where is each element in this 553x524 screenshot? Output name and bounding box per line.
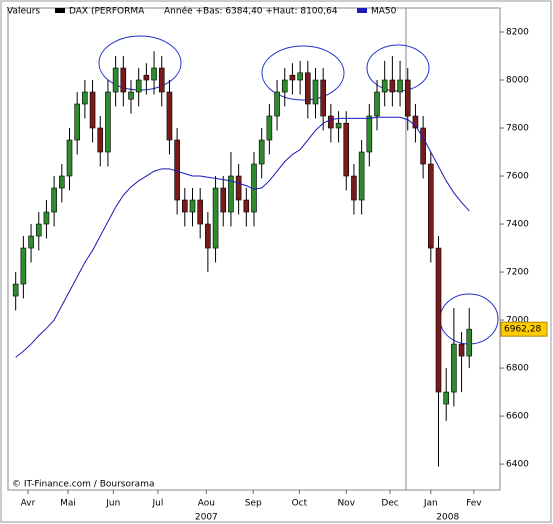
x-tick-label: Mai xyxy=(60,499,76,509)
candle-body xyxy=(297,72,303,81)
last-price-box xyxy=(500,321,548,337)
candle-body xyxy=(374,91,380,117)
candle-body xyxy=(412,115,419,129)
candle-body xyxy=(335,122,342,129)
candle-body xyxy=(266,115,273,141)
y-tick-label: 7200 xyxy=(506,268,529,278)
y-tick-label: 7800 xyxy=(506,124,529,134)
candle-body xyxy=(397,79,403,93)
candle-body xyxy=(389,79,396,93)
legend-swatch xyxy=(55,8,65,13)
y-tick-label: 7600 xyxy=(506,172,529,182)
candle-body xyxy=(420,127,426,165)
legend-label: DAX (PERFORMA xyxy=(69,7,145,17)
candle-body xyxy=(51,187,57,213)
candle-body xyxy=(166,91,173,141)
candle-body xyxy=(351,175,357,201)
candle-body xyxy=(212,187,219,249)
candle-body xyxy=(28,235,34,249)
candle-body xyxy=(243,199,250,213)
candle-body xyxy=(174,139,180,201)
candle-body xyxy=(274,91,280,117)
annotation-circle xyxy=(261,45,345,101)
candle-body xyxy=(366,115,373,153)
x-tick-label: Aou xyxy=(198,499,215,509)
y-tick-label: 7000 xyxy=(506,316,529,326)
last-price-label: 6962,28 xyxy=(504,325,541,335)
x-tick-label: Dec xyxy=(381,499,398,509)
x-tick-label: Sep xyxy=(245,499,262,509)
candle-body xyxy=(112,67,119,93)
candle-body xyxy=(105,91,111,153)
candle-body xyxy=(458,343,465,357)
candle-body xyxy=(135,79,142,93)
candle-body xyxy=(289,74,296,81)
candle-body xyxy=(435,247,442,393)
info-text: Année +Bas: 6384,40 +Haut: 8100,64 xyxy=(164,6,338,17)
candle-body xyxy=(120,67,127,93)
candle-body xyxy=(281,79,288,93)
candle-body xyxy=(343,122,350,177)
candle-body xyxy=(158,67,165,93)
candle-body xyxy=(89,91,96,129)
candle-body xyxy=(12,283,19,297)
candle-body xyxy=(235,175,242,201)
x-tick-label: Oct xyxy=(292,499,308,509)
candle-body xyxy=(320,79,326,117)
x-tick-label: Jan xyxy=(423,499,438,509)
source: © IT-Finance.com / Boursorama xyxy=(12,480,154,490)
x-tick-label: Jun xyxy=(105,499,120,509)
candle-body xyxy=(305,72,311,105)
candle-body xyxy=(66,139,73,177)
candle-body xyxy=(128,91,134,100)
candle-body xyxy=(189,199,196,213)
candle-body xyxy=(205,223,211,249)
candle-body xyxy=(428,163,434,249)
candle-body xyxy=(358,151,365,201)
candle-body xyxy=(220,187,227,213)
candle-body xyxy=(228,175,234,213)
candle-body xyxy=(43,211,50,225)
y-tick-label: 6800 xyxy=(506,364,529,374)
candle-body xyxy=(381,79,388,93)
candle-body xyxy=(328,115,334,129)
candle-body xyxy=(82,91,88,105)
candle-body xyxy=(59,175,65,189)
plot-frame xyxy=(7,7,501,491)
year-label: 2007 xyxy=(195,513,218,523)
candle-body xyxy=(197,199,203,225)
x-tick-label: Fev xyxy=(466,499,482,509)
candle-body xyxy=(97,127,104,153)
candle-body xyxy=(258,139,265,165)
x-tick-label: Nov xyxy=(337,499,355,509)
candle-body xyxy=(404,79,411,117)
legend-swatch xyxy=(357,8,367,13)
candle-body xyxy=(74,103,80,141)
legend-label: MA50 xyxy=(371,7,397,17)
candle-body xyxy=(312,79,319,105)
y-tick-label: 6400 xyxy=(506,460,529,470)
candle-body xyxy=(20,247,27,285)
y-tick-label: 8200 xyxy=(506,28,529,38)
year-label: 2008 xyxy=(436,513,459,523)
candle-body xyxy=(151,67,157,81)
y-tick-label: 7400 xyxy=(506,220,529,230)
y-tick-label: 8000 xyxy=(506,76,529,86)
ma-line xyxy=(15,116,470,358)
candle-body xyxy=(143,74,150,81)
x-tick-label: Jul xyxy=(151,499,163,509)
x-tick-label: Avr xyxy=(21,499,36,509)
candle-body xyxy=(35,223,42,237)
candle-body xyxy=(443,391,449,405)
candle-body xyxy=(451,343,457,393)
candle-body xyxy=(466,328,473,357)
y-tick-label: 6600 xyxy=(506,412,529,422)
header-label: Valeurs xyxy=(7,7,40,17)
candle-body xyxy=(182,199,188,213)
